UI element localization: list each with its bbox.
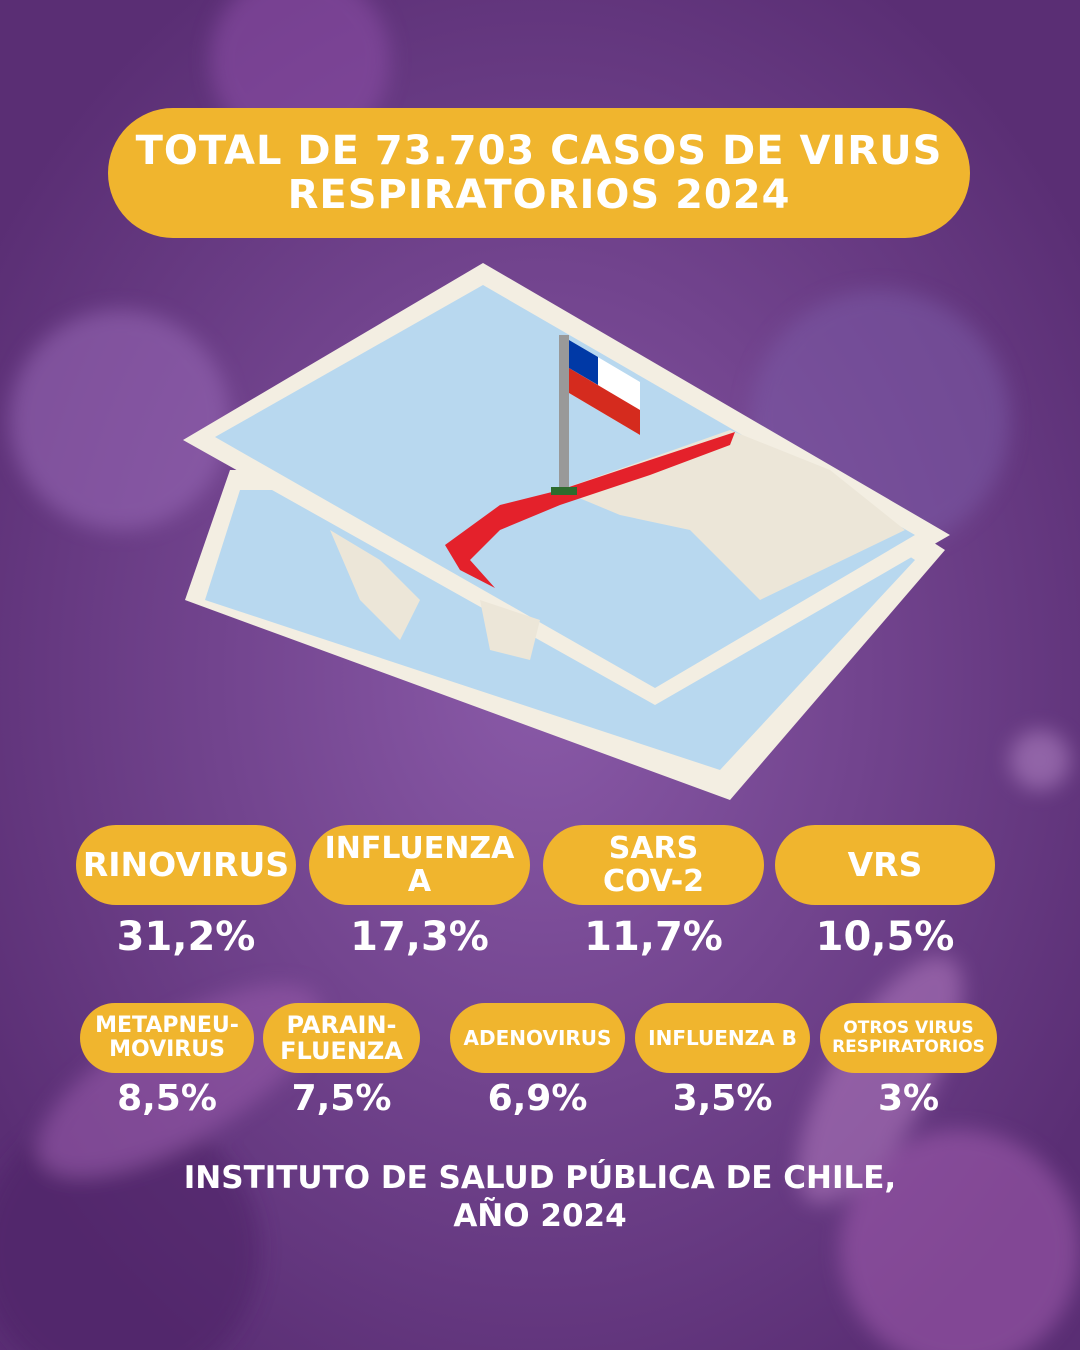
virus-percentage: 6,9% [487, 1078, 588, 1120]
virus-percentage: 17,3% [350, 914, 489, 960]
virus-label: VRS [775, 825, 995, 905]
virus-percentage: 8,5% [117, 1078, 217, 1120]
virus-label: SARS COV-2 [543, 825, 764, 905]
virus-percentage: 31,2% [116, 914, 256, 960]
virus-percentage: 7,5% [291, 1078, 392, 1120]
virus-label: INFLUENZA B [635, 1003, 810, 1073]
source: INSTITUTO DE SALUD PÚBLICA DE CHILE, AÑO… [183, 1160, 897, 1234]
virus-percentage: 3,5% [672, 1078, 773, 1120]
virus-label: INFLUENZA A [309, 825, 530, 905]
virus-percentage: 3% [877, 1078, 940, 1120]
virus-label: ADENOVIRUS [450, 1003, 625, 1073]
virus-label: OTROS VIRUS RESPIRATORIOS [820, 1003, 997, 1073]
virus-label: METAPNEU- MOVIRUS [80, 1003, 254, 1073]
virus-percentage: 11,7% [584, 914, 723, 960]
title: TOTAL DE 73.703 CASOS DE VIRUS RESPIRATO… [108, 108, 970, 238]
virus-label: PARAIN- FLUENZA [263, 1003, 420, 1073]
virus-percentage: 10,5% [815, 914, 955, 960]
virus-label: RINOVIRUS [76, 825, 296, 905]
map-illustration [183, 263, 950, 800]
